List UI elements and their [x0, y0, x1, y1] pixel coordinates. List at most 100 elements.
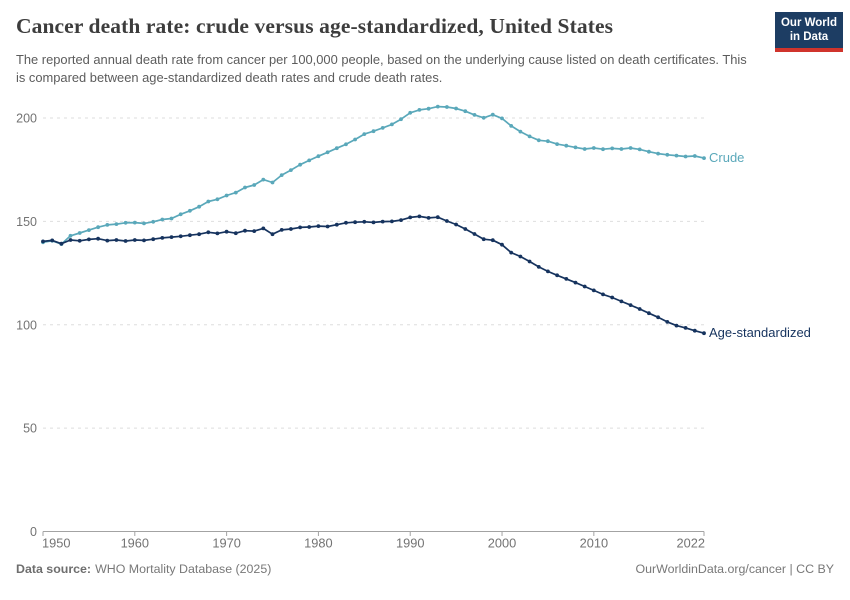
series-point[interactable]: [490, 238, 495, 243]
series-point[interactable]: [362, 219, 367, 224]
series-point[interactable]: [261, 177, 266, 182]
series-point[interactable]: [591, 146, 596, 150]
series-point[interactable]: [197, 232, 202, 237]
series-point[interactable]: [481, 237, 486, 242]
series-point[interactable]: [555, 142, 559, 147]
series-line-age-standardized[interactable]: [42, 215, 705, 335]
series-point[interactable]: [674, 323, 679, 328]
series-point[interactable]: [665, 152, 670, 157]
series-point[interactable]: [197, 204, 202, 209]
series-point[interactable]: [628, 146, 633, 150]
series-point[interactable]: [601, 147, 605, 152]
series-point[interactable]: [307, 225, 312, 229]
series-point[interactable]: [279, 173, 284, 178]
series-point[interactable]: [463, 227, 468, 231]
series-point[interactable]: [105, 238, 110, 243]
series-point[interactable]: [702, 156, 706, 161]
series-point[interactable]: [435, 104, 440, 109]
series-point[interactable]: [233, 231, 238, 236]
series-point[interactable]: [573, 280, 578, 285]
series-point[interactable]: [142, 238, 146, 243]
series-point[interactable]: [151, 219, 156, 224]
series-point[interactable]: [692, 154, 697, 158]
series-point[interactable]: [160, 236, 165, 240]
series-point[interactable]: [445, 105, 449, 109]
series-point[interactable]: [582, 284, 587, 289]
series-point[interactable]: [114, 238, 119, 242]
series-point[interactable]: [334, 222, 339, 227]
series-point[interactable]: [316, 154, 321, 159]
series-point[interactable]: [408, 215, 413, 220]
series-point[interactable]: [527, 259, 532, 264]
series-point[interactable]: [445, 219, 449, 223]
series-point[interactable]: [647, 311, 651, 316]
series-point[interactable]: [390, 219, 394, 224]
series-point[interactable]: [316, 224, 321, 229]
series-point[interactable]: [536, 138, 541, 143]
series-point[interactable]: [206, 230, 211, 235]
series-point[interactable]: [169, 216, 174, 221]
series-point[interactable]: [463, 109, 468, 114]
series-point[interactable]: [564, 143, 569, 148]
series-point[interactable]: [96, 236, 100, 241]
series-point[interactable]: [564, 277, 569, 281]
series-point[interactable]: [325, 224, 330, 229]
series-point[interactable]: [114, 222, 119, 227]
series-point[interactable]: [123, 239, 128, 243]
series-point[interactable]: [87, 228, 91, 233]
series-point[interactable]: [610, 146, 615, 151]
series-point[interactable]: [518, 254, 523, 259]
series-point[interactable]: [252, 183, 257, 187]
series-point[interactable]: [610, 295, 615, 300]
series-point[interactable]: [683, 326, 688, 330]
series-point[interactable]: [68, 238, 73, 242]
series-point[interactable]: [77, 231, 82, 235]
series-point[interactable]: [87, 237, 91, 242]
series-point[interactable]: [417, 108, 422, 112]
series-point[interactable]: [417, 214, 422, 219]
series-point[interactable]: [426, 216, 431, 220]
series-point[interactable]: [490, 112, 495, 117]
series-point[interactable]: [601, 292, 605, 297]
series-point[interactable]: [573, 145, 578, 150]
series-point[interactable]: [243, 228, 247, 233]
series-point[interactable]: [77, 238, 82, 243]
series-point[interactable]: [243, 185, 247, 190]
series-point[interactable]: [408, 110, 413, 115]
series-point[interactable]: [41, 239, 45, 244]
series-point[interactable]: [628, 303, 633, 307]
series-point[interactable]: [289, 168, 293, 173]
series-point[interactable]: [472, 232, 477, 236]
series-point[interactable]: [334, 146, 339, 151]
series-point[interactable]: [178, 212, 183, 217]
series-point[interactable]: [454, 222, 458, 227]
series-point[interactable]: [500, 116, 504, 121]
series-point[interactable]: [481, 115, 486, 120]
series-point[interactable]: [692, 328, 697, 333]
series-point[interactable]: [656, 151, 660, 156]
series-point[interactable]: [435, 215, 440, 220]
series-point[interactable]: [344, 142, 348, 147]
series-point[interactable]: [169, 235, 174, 240]
series-point[interactable]: [105, 223, 110, 227]
series-point[interactable]: [371, 129, 376, 134]
series-point[interactable]: [674, 153, 679, 158]
series-point[interactable]: [289, 227, 293, 231]
series-point[interactable]: [536, 265, 541, 269]
series-point[interactable]: [142, 221, 146, 226]
series-point[interactable]: [298, 225, 302, 230]
series-point[interactable]: [665, 320, 670, 324]
series-point[interactable]: [307, 158, 312, 163]
series-point[interactable]: [215, 197, 220, 202]
series-point[interactable]: [233, 190, 238, 195]
series-point[interactable]: [151, 237, 156, 242]
series-point[interactable]: [132, 220, 137, 225]
license-link[interactable]: OurWorldinData.org/cancer | CC BY: [635, 562, 834, 576]
series-point[interactable]: [647, 149, 651, 154]
series-point[interactable]: [555, 273, 559, 278]
series-point[interactable]: [637, 147, 642, 152]
series-point[interactable]: [380, 126, 385, 130]
series-point[interactable]: [215, 231, 220, 236]
series-point[interactable]: [325, 150, 330, 155]
series-point[interactable]: [702, 331, 706, 336]
